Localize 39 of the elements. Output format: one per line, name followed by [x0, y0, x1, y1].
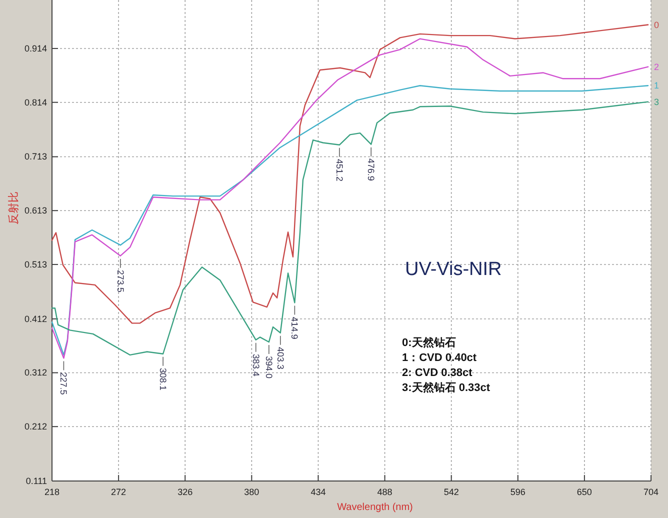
- annotation: 403.3: [275, 346, 286, 370]
- series-label: 3: [654, 96, 660, 107]
- series-label: 2: [654, 62, 660, 72]
- annotation: 414.9: [290, 316, 300, 340]
- annotation: 3:天然钻石 0.33ct: [402, 381, 490, 394]
- annotation: 451.2: [334, 158, 344, 182]
- annotation: 308.1: [158, 368, 168, 390]
- x-tick-label: 542: [444, 487, 459, 497]
- y-tick-label: 0.412: [24, 314, 47, 324]
- series-label: 1: [654, 80, 660, 91]
- y-tick-label: 0.312: [24, 368, 47, 378]
- y-tick-label: 0.111: [26, 476, 47, 486]
- annotation: 273.5: [115, 270, 126, 292]
- annotation: 227.5: [58, 372, 69, 395]
- x-tick-label: 218: [44, 487, 60, 497]
- annotation: 1：CVD 0.40ct: [402, 352, 477, 364]
- x-tick-label: 488: [377, 487, 392, 497]
- x-tick-label: 704: [643, 487, 659, 497]
- y-tick-label: 0.914: [24, 43, 47, 54]
- annotation: UV-Vis-NIR: [405, 259, 502, 280]
- y-tick-label: 0.212: [24, 422, 47, 432]
- x-axis-title: Wavelength (nm): [337, 502, 413, 513]
- annotation: 476.9: [366, 158, 376, 181]
- x-tick-label: 326: [178, 487, 193, 497]
- y-tick-label: 0.513: [24, 259, 47, 270]
- y-tick-label: 0.613: [24, 206, 47, 216]
- annotation: 394.0: [264, 356, 274, 379]
- annotation: 383.4: [250, 354, 261, 376]
- annotation: 0:天然钻石: [402, 336, 456, 349]
- x-tick-label: 272: [111, 487, 126, 497]
- x-tick-label: 380: [244, 487, 260, 497]
- y-tick-label: 0.814: [24, 97, 47, 108]
- x-tick-label: 650: [576, 487, 592, 497]
- y-axis-title: 反射比: [7, 192, 20, 225]
- x-tick-label: 596: [510, 487, 526, 497]
- y-tick-label: 0.713: [24, 152, 47, 162]
- series-label: 0: [654, 20, 660, 30]
- x-tick-label: 434: [310, 487, 326, 497]
- annotation: 2: CVD 0.38ct: [402, 367, 473, 379]
